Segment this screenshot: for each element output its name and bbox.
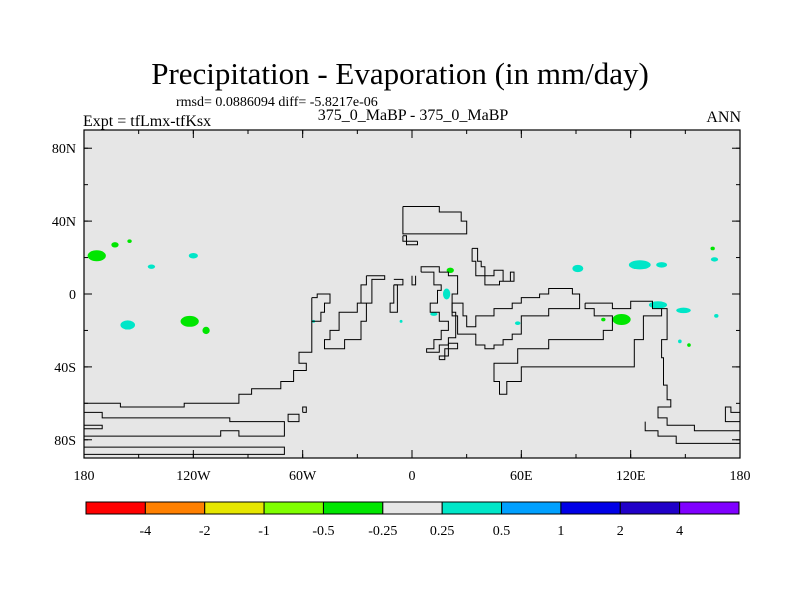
anomaly-patch (399, 319, 403, 323)
colorbar-label: 2 (617, 524, 624, 539)
anomaly-patch (180, 315, 199, 327)
coastline-layer (84, 206, 740, 455)
coastline (438, 342, 459, 361)
colorbar-label: -2 (199, 524, 211, 539)
x-tick-label: 60W (289, 469, 317, 484)
x-tick-label: 180 (730, 469, 751, 484)
anomaly-layer (87, 239, 719, 347)
anomaly-patch (430, 312, 438, 316)
x-tick-label: 120E (616, 469, 646, 484)
anomaly-patch (572, 264, 584, 273)
anomaly-patch (676, 307, 691, 314)
colorbar-swatch (679, 501, 740, 515)
anomaly-patch (710, 246, 715, 251)
experiment-label: Expt = tfLmx-tfKsx (83, 113, 212, 130)
y-tick-label: 80N (52, 142, 76, 157)
x-tick-label: 120W (176, 469, 211, 484)
coastline (324, 275, 386, 350)
colorbar-label: -4 (140, 524, 152, 539)
coastline (84, 446, 285, 455)
case-label: 375_0_MaBP - 375_0_MaBP (317, 107, 509, 124)
colorbar-label: -1 (258, 524, 270, 539)
colorbar-swatch (560, 501, 621, 515)
coastline (724, 406, 740, 423)
colorbar-swatch (501, 501, 562, 515)
anomaly-patch (147, 264, 156, 269)
colorbar-label: -0.25 (368, 524, 397, 539)
coastline (84, 411, 285, 437)
axis-ticks: 180 120W 60W 0 60E 120E 180 80N 40N 0 40S 80S (52, 130, 751, 484)
x-tick-label: 180 (74, 469, 95, 484)
x-tick-label: 0 (409, 469, 416, 484)
anomaly-patch (678, 339, 682, 344)
coastline (406, 240, 418, 246)
chart-title: Precipitation - Evaporation (in mm/day) (151, 56, 649, 91)
anomaly-patch (714, 314, 719, 318)
stats-text: rmsd= 0.0886094 diff= -5.8217e-06 (176, 95, 378, 110)
colorbar-swatch (85, 501, 146, 515)
colorbar-swatch (204, 501, 265, 515)
coastline (287, 413, 300, 423)
colorbar-swatch (382, 501, 443, 515)
anomaly-patch (687, 343, 691, 347)
anomaly-patch (127, 239, 132, 243)
coastline (84, 424, 103, 430)
anomaly-patch (202, 326, 210, 335)
anomaly-patch (656, 262, 668, 268)
anomaly-patch (648, 301, 668, 309)
anomaly-patch (601, 317, 606, 322)
colorbar-swatch (263, 501, 324, 515)
y-tick-label: 80S (54, 434, 76, 449)
colorbar-label: 4 (676, 524, 683, 539)
season-label: ANN (706, 109, 741, 126)
coastline (493, 300, 663, 395)
colorbar-swatch (144, 501, 206, 515)
colorbar-swatch (619, 501, 681, 515)
coastline (451, 288, 581, 350)
plot-area (84, 130, 740, 458)
coastline (471, 247, 515, 286)
coastline (302, 406, 307, 413)
anomaly-patch (710, 257, 719, 262)
anomaly-patch (514, 321, 521, 325)
anomaly-patch (87, 250, 106, 262)
colorbar-label: 0.25 (430, 524, 455, 539)
coastline (420, 266, 459, 353)
anomaly-patch (111, 242, 119, 248)
anomaly-patch (612, 314, 631, 325)
coastline (411, 275, 417, 286)
y-tick-label: 40S (54, 361, 76, 376)
colorbar-swatch (441, 501, 503, 515)
colorbar-label: 1 (557, 524, 564, 539)
y-tick-label: 0 (69, 288, 76, 303)
anomaly-patch (628, 260, 651, 270)
anomaly-patch (120, 320, 136, 330)
colorbar: -4 -2 -1 -0.5 -0.25 0.25 0.5 1 2 4 (85, 501, 740, 539)
coastline (393, 278, 404, 286)
coastline (657, 308, 740, 432)
colorbar-label: -0.5 (312, 524, 334, 539)
colorbar-swatch (322, 501, 384, 515)
coastline (644, 421, 740, 444)
y-tick-label: 40N (52, 215, 76, 230)
anomaly-patch (188, 253, 198, 259)
plot-background (84, 130, 740, 458)
coastline (402, 206, 468, 235)
colorbar-label: 0.5 (493, 524, 511, 539)
coastline (84, 321, 313, 408)
x-tick-label: 60E (510, 469, 533, 484)
coastline (311, 293, 331, 322)
anomaly-patch (442, 288, 451, 300)
